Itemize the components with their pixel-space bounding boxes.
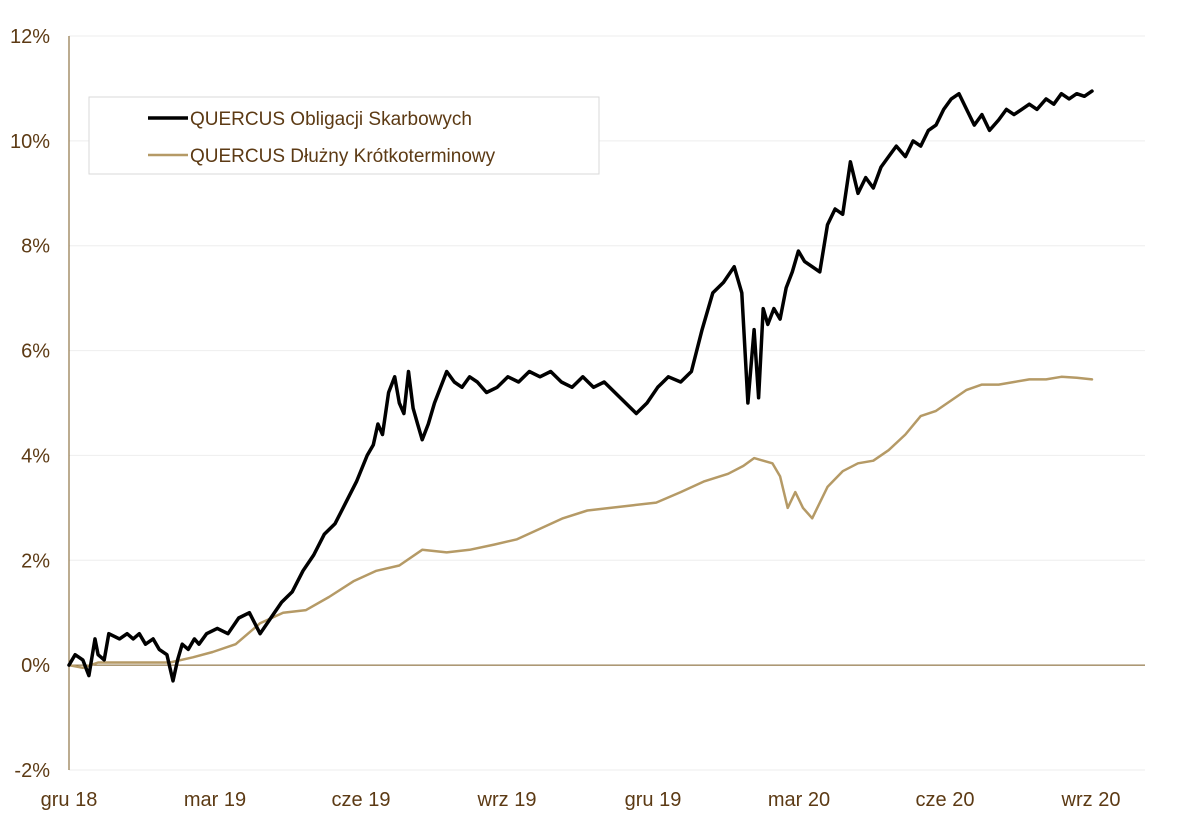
y-tick-label: 4% (21, 445, 50, 467)
series-line-1 (67, 375, 1094, 670)
axis-layer: -2% 0% 2% 4% 6% 8% 10% 12% gru 18 mar 19 cze 19 wrz… (10, 26, 1145, 811)
x-tick-label: wrz 20 (1061, 789, 1121, 811)
y-tick-label: -2% (14, 760, 50, 782)
x-tick-label: wrz 19 (477, 789, 537, 811)
x-tick-label: gru 19 (625, 789, 682, 811)
y-tick-label: 0% (21, 655, 50, 677)
x-tick-label: mar 20 (768, 789, 830, 811)
y-tick-label: 8% (21, 236, 50, 258)
x-tick-label: cze 20 (916, 789, 975, 811)
x-tick-label: mar 19 (184, 789, 246, 811)
series-layer (67, 89, 1094, 683)
y-tick-label: 2% (21, 550, 50, 572)
legend-box (88, 96, 600, 175)
x-tick-label: gru 18 (41, 789, 98, 811)
legend: QUERCUS Obligacji Skarbowych QUERCUS Dłu… (88, 96, 600, 175)
y-tick-label: 12% (10, 26, 50, 48)
y-tick-label: 6% (21, 341, 50, 363)
y-tick-label: 10% (10, 131, 50, 153)
x-tick-label: cze 19 (332, 789, 391, 811)
series-line-0 (67, 89, 1094, 683)
legend-label-series-0: QUERCUS Obligacji Skarbowych (190, 109, 472, 130)
legend-label-series-1: QUERCUS Dłużny Krótkoterminowy (190, 146, 496, 167)
